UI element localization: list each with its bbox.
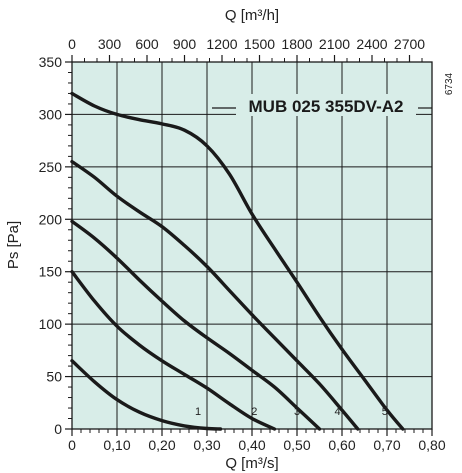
x2-tick-label: 600 [135,36,159,52]
x2-axis-ticks: 0 300 600 900 1200 1500 1800 2100 2400 2700 [68,36,425,62]
series-3-line [70,219,322,431]
x-tick-label: 0,30 [193,437,220,453]
x-tick-label: 0,20 [148,437,175,453]
x-tick-label: 0,70 [373,437,400,453]
series-2-label: 2 [251,406,257,418]
x-tick-label: 0,80 [418,437,445,453]
title-mask [236,94,416,116]
x-tick-label: 0,60 [328,437,355,453]
x-axis-ticks: 0 0,10 0,20 0,30 0,40 0,50 0,60 0,70 0,80 [68,429,446,453]
series-group [70,91,405,431]
y-axis-ticks: 0 50 100 150 200 250 300 350 [39,54,72,437]
x2-axis-label: Q [m³/h] [225,7,279,24]
x2-tick-label: 2100 [319,36,350,52]
y-axis-label: Ps [Pa] [5,221,22,269]
series-1-label: 1 [195,406,201,418]
x2-tick-label: 1500 [244,36,275,52]
y-tick-label: 150 [39,264,63,280]
series-3-label: 3 [294,406,300,418]
series-2-line [70,270,277,431]
x2-tick-label: 1200 [206,36,237,52]
series-4-label: 4 [334,406,340,418]
x-tick-label: 0,40 [238,437,265,453]
x2-tick-label: 900 [173,36,197,52]
y-tick-label: 100 [39,316,63,332]
y-tick-label: 50 [46,369,62,385]
series-labels: 1 2 3 4 5 [195,406,388,418]
x-tick-label: 0,10 [103,437,130,453]
chart-title: MUB 025 355DV-A2 [249,97,404,116]
x-tick-label: 0,50 [283,437,310,453]
title-block: MUB 025 355DV-A2 [212,94,432,116]
x2-tick-label: 300 [98,36,122,52]
x2-tick-label: 0 [68,36,76,52]
x2-tick-label: 2700 [394,36,425,52]
series-5-label: 5 [382,406,388,418]
series-5-line [70,91,405,431]
grid-lines [72,62,432,429]
y-tick-label: 0 [54,421,62,437]
y-tick-label: 300 [39,106,63,122]
diagram-code: 6734 [444,72,455,95]
series-4-line [70,159,360,431]
y-tick-label: 350 [39,54,63,70]
x2-tick-label: 2400 [356,36,387,52]
x2-tick-label: 1800 [281,36,312,52]
minor-ticks [68,58,424,433]
plot-frame [71,61,433,430]
y-tick-label: 250 [39,159,63,175]
x-tick-label: 0 [68,437,76,453]
y-tick-label: 200 [39,211,63,227]
x-axis-label: Q [m³/s] [225,455,278,472]
